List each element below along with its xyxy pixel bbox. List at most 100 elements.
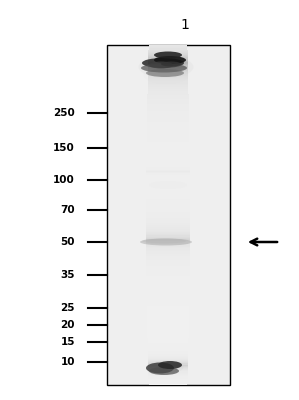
Bar: [146, 231, 190, 232]
Bar: [147, 144, 190, 145]
Bar: [148, 377, 187, 378]
Bar: [147, 126, 189, 128]
Ellipse shape: [146, 362, 174, 374]
Bar: [146, 226, 190, 228]
Bar: [146, 174, 190, 176]
Bar: [147, 301, 189, 302]
Bar: [147, 333, 189, 334]
Bar: [147, 110, 189, 111]
Text: 20: 20: [60, 320, 75, 330]
Bar: [146, 268, 190, 270]
Ellipse shape: [144, 66, 188, 84]
Bar: [148, 84, 188, 85]
Bar: [148, 68, 188, 69]
Ellipse shape: [149, 181, 187, 189]
Bar: [149, 46, 187, 48]
Bar: [146, 196, 190, 197]
Bar: [147, 116, 189, 118]
Bar: [148, 54, 187, 56]
Bar: [147, 145, 190, 146]
Bar: [146, 260, 190, 262]
Bar: [147, 318, 189, 320]
Bar: [146, 258, 190, 260]
Bar: [146, 216, 190, 218]
Text: 150: 150: [53, 143, 75, 153]
Bar: [147, 289, 189, 290]
Bar: [146, 220, 190, 221]
Bar: [146, 257, 190, 258]
Bar: [147, 115, 189, 117]
Bar: [148, 370, 188, 372]
Bar: [146, 187, 190, 188]
Bar: [147, 129, 189, 130]
Bar: [149, 50, 187, 51]
Bar: [146, 259, 190, 260]
Bar: [147, 155, 190, 156]
Bar: [146, 194, 190, 195]
Bar: [107, 45, 230, 385]
Ellipse shape: [149, 62, 173, 68]
Bar: [148, 56, 188, 58]
Bar: [146, 209, 190, 211]
Bar: [148, 70, 188, 71]
Bar: [146, 163, 190, 164]
Bar: [147, 319, 189, 321]
Bar: [147, 323, 189, 324]
Bar: [148, 341, 188, 342]
Bar: [146, 184, 190, 186]
Bar: [147, 124, 189, 126]
Bar: [146, 256, 190, 257]
Bar: [146, 176, 190, 178]
Bar: [148, 85, 188, 86]
Bar: [147, 275, 190, 276]
Bar: [146, 244, 190, 246]
Text: 1: 1: [181, 18, 190, 32]
Bar: [146, 240, 190, 241]
Bar: [146, 181, 190, 182]
Bar: [148, 86, 188, 87]
Bar: [147, 315, 189, 316]
Bar: [146, 191, 190, 192]
Bar: [146, 164, 190, 165]
Bar: [148, 376, 187, 377]
Bar: [149, 383, 187, 384]
Bar: [148, 375, 188, 376]
Bar: [147, 147, 190, 148]
Bar: [148, 344, 188, 346]
Bar: [147, 294, 189, 296]
Bar: [146, 172, 190, 173]
Bar: [147, 286, 190, 288]
Bar: [146, 173, 190, 174]
Bar: [148, 73, 188, 75]
Bar: [147, 340, 188, 341]
Bar: [148, 345, 188, 347]
Bar: [148, 55, 188, 56]
Bar: [146, 210, 190, 212]
Bar: [146, 205, 190, 206]
Bar: [146, 234, 190, 236]
Bar: [147, 111, 189, 112]
Bar: [147, 138, 189, 139]
Bar: [146, 236, 190, 238]
Bar: [147, 90, 188, 92]
Bar: [146, 218, 190, 220]
Bar: [146, 267, 190, 268]
Bar: [147, 92, 188, 93]
Bar: [146, 202, 190, 204]
Bar: [147, 119, 189, 120]
Bar: [147, 314, 189, 315]
Bar: [148, 354, 188, 356]
Bar: [147, 93, 188, 94]
Ellipse shape: [148, 241, 188, 245]
Bar: [148, 59, 188, 60]
Bar: [147, 280, 190, 281]
Bar: [147, 317, 189, 318]
Bar: [148, 368, 188, 369]
Bar: [147, 283, 190, 284]
Bar: [148, 348, 188, 349]
Bar: [146, 192, 190, 194]
Bar: [147, 336, 188, 338]
Text: 10: 10: [60, 357, 75, 367]
Ellipse shape: [140, 238, 192, 246]
Bar: [147, 334, 189, 335]
